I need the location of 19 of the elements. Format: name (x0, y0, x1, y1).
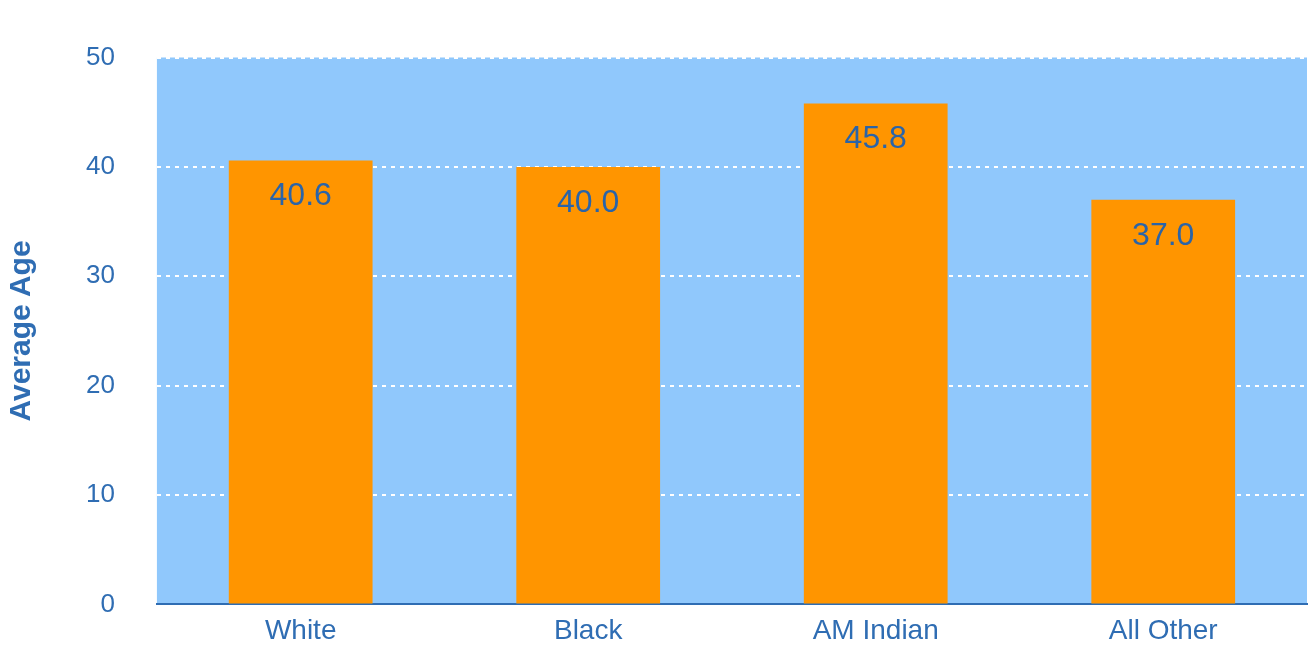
x-tick-label: AM Indian (812, 613, 939, 645)
y-axis-title: Average Age (3, 240, 37, 422)
y-tick-label: 0 (100, 587, 115, 618)
x-tick-label: Black (553, 613, 624, 645)
y-tick-label: 40 (86, 150, 115, 181)
bar (803, 103, 948, 604)
y-tick-label: 20 (86, 368, 115, 399)
bar (228, 160, 373, 604)
y-tick-label: 30 (86, 259, 115, 290)
y-tick-label: 10 (86, 478, 115, 509)
x-tick-label: White (264, 613, 337, 645)
bar (1091, 199, 1236, 604)
x-tick-label: All Other (1108, 613, 1218, 645)
data-label: 45.8 (844, 119, 907, 156)
data-label: 40.0 (557, 182, 620, 219)
y-tick-label: 50 (86, 40, 115, 71)
data-label: 40.6 (269, 176, 332, 213)
data-label: 37.0 (1132, 215, 1195, 252)
bar (516, 166, 661, 604)
